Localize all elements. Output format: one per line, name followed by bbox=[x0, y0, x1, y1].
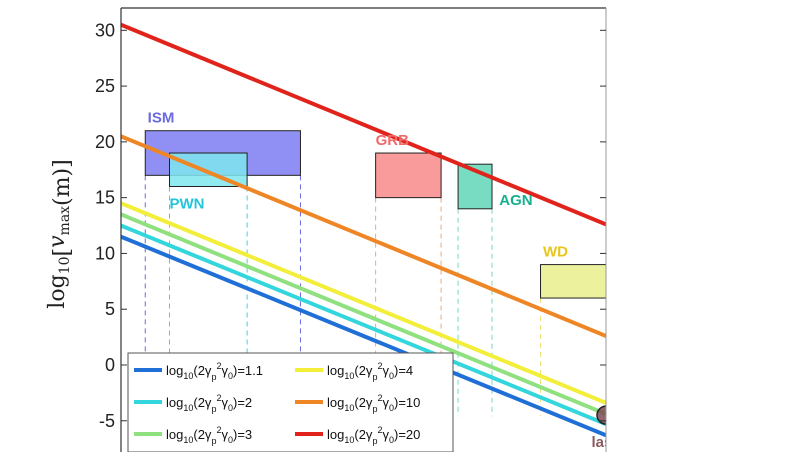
region-label-pwn: PWN bbox=[170, 195, 205, 212]
legend-label-part: (2γ bbox=[354, 363, 373, 378]
y-tick-label: 15 bbox=[95, 188, 115, 208]
legend-label-part: )=4 bbox=[394, 363, 413, 378]
legend-label-1: log10(2γp2γ0)=2 bbox=[166, 393, 252, 414]
legend-label-part: p bbox=[211, 372, 216, 382]
legend-label-part: )=2 bbox=[233, 395, 252, 410]
legend-label-part: 0 bbox=[228, 435, 233, 445]
region-box-wd bbox=[540, 264, 606, 299]
y-axis-title-part: [ bbox=[50, 248, 75, 257]
legend-label-part: 2 bbox=[377, 361, 382, 371]
legend-label-part: 0 bbox=[389, 435, 394, 445]
series-line-3 bbox=[121, 201, 606, 405]
y-axis-title-part: log bbox=[45, 274, 70, 308]
legend-label-part: log bbox=[166, 363, 183, 378]
legend-label-part: 2 bbox=[216, 425, 221, 435]
y-tick-label: 20 bbox=[95, 132, 115, 152]
legend-label-2: log10(2γp2γ0)=3 bbox=[166, 425, 252, 446]
legend-box bbox=[127, 352, 454, 452]
legend-label-part: γ bbox=[221, 363, 228, 378]
legend-label-part: 10 bbox=[344, 435, 354, 445]
legend-label-4: log10(2γp2γ0)=10 bbox=[327, 393, 420, 414]
legend-label-part: 0 bbox=[228, 371, 233, 381]
y-axis-title-part: max bbox=[57, 206, 73, 236]
axes-frame bbox=[120, 7, 607, 452]
legend-label-part: 2 bbox=[377, 425, 382, 435]
region-box-ns bbox=[605, 297, 606, 321]
y-axis-title: log10[vmax(m)] bbox=[45, 159, 75, 308]
legend-label-part: (2γ bbox=[354, 395, 373, 410]
legend-label-part: γ bbox=[221, 395, 228, 410]
laser-plasmas-dot bbox=[596, 405, 606, 425]
legend-label-part: 10 bbox=[183, 403, 193, 413]
legend-label-part: )=10 bbox=[394, 395, 420, 410]
legend-label-part: )=20 bbox=[394, 427, 420, 442]
region-label-ns: NS bbox=[606, 329, 627, 346]
legend-label-part: p bbox=[211, 436, 216, 446]
region-label-ism: ISM bbox=[148, 110, 175, 127]
legend-label-part: 0 bbox=[228, 403, 233, 413]
legend-label-part: p bbox=[372, 436, 377, 446]
legend-label-part: (2γ bbox=[193, 363, 212, 378]
legend-label-part: 2 bbox=[216, 393, 221, 403]
legend-label-part: log bbox=[166, 395, 183, 410]
legend-label-part: log bbox=[166, 427, 183, 442]
legend-label-0: log10(2γp2γ0)=1.1 bbox=[166, 361, 263, 382]
y-axis-label: log10[vmax(m)] bbox=[45, 159, 75, 308]
series-line-2 bbox=[121, 212, 606, 416]
region-label-agn: AGN bbox=[499, 192, 532, 209]
legend-label-part: γ bbox=[221, 427, 228, 442]
y-tick-label: 0 bbox=[105, 355, 115, 375]
region-labels: ISMPWNGRBAGNWDNSlaserplasmas bbox=[148, 110, 627, 451]
legend-label-part: γ bbox=[382, 427, 389, 442]
y-tick-label: 30 bbox=[95, 20, 115, 40]
legend-label-part: p bbox=[211, 404, 216, 414]
series-lines bbox=[121, 22, 606, 438]
plot-area: ISMPWNGRBAGNWDNSlaserplasmas bbox=[121, 22, 627, 451]
region-label-grb: GRB bbox=[376, 132, 410, 149]
legend-label-part: log bbox=[327, 363, 344, 378]
legend-label-part: )=3 bbox=[233, 427, 252, 442]
legend-label-part: 2 bbox=[216, 361, 221, 371]
series-line-5 bbox=[121, 22, 606, 227]
legend-label-3: log10(2γp2γ0)=4 bbox=[327, 361, 413, 382]
legend-label-part: (2γ bbox=[193, 427, 212, 442]
y-tick-label: 10 bbox=[95, 243, 115, 263]
legend-label-part: )=1.1 bbox=[233, 363, 263, 378]
y-tick-label: -5 bbox=[99, 411, 115, 431]
laser-plasmas-marker bbox=[596, 405, 606, 425]
legend-label-part: γ bbox=[382, 395, 389, 410]
legend-label-part: 10 bbox=[344, 403, 354, 413]
legend-label-part: γ bbox=[382, 363, 389, 378]
legend-label-part: 2 bbox=[377, 393, 382, 403]
legend-label-part: 10 bbox=[344, 371, 354, 381]
legend-label-part: (2γ bbox=[193, 395, 212, 410]
region-box-grb bbox=[375, 152, 442, 199]
legend-label-5: log10(2γp2γ0)=20 bbox=[327, 425, 420, 446]
series-line-4 bbox=[121, 134, 606, 338]
legend-label-part: p bbox=[372, 372, 377, 382]
legend-label-part: log bbox=[327, 395, 344, 410]
region-label-wd: WD bbox=[543, 244, 568, 261]
region-boxes bbox=[144, 130, 606, 321]
legend-label-part: 10 bbox=[183, 371, 193, 381]
laser-label-line1: laser bbox=[591, 434, 626, 451]
legend-label-part: 0 bbox=[389, 403, 394, 413]
series-line-1 bbox=[121, 223, 606, 426]
y-axis-title-part: v bbox=[45, 235, 70, 248]
y-tick-label: 25 bbox=[95, 76, 115, 96]
legend-label-part: (2γ bbox=[354, 427, 373, 442]
legend-label-part: log bbox=[327, 427, 344, 442]
series-line-0 bbox=[121, 234, 606, 438]
legend-label-part: 10 bbox=[183, 435, 193, 445]
y-axis-title-part: (m)] bbox=[50, 159, 75, 206]
legend-label-part: 0 bbox=[389, 371, 394, 381]
y-axis-title-part: 10 bbox=[57, 256, 73, 274]
y-tick-label: 5 bbox=[105, 299, 115, 319]
legend-label-part: p bbox=[372, 404, 377, 414]
legend: log10(2γp2γ0)=1.1log10(2γp2γ0)=2log10(2γ… bbox=[127, 352, 454, 452]
